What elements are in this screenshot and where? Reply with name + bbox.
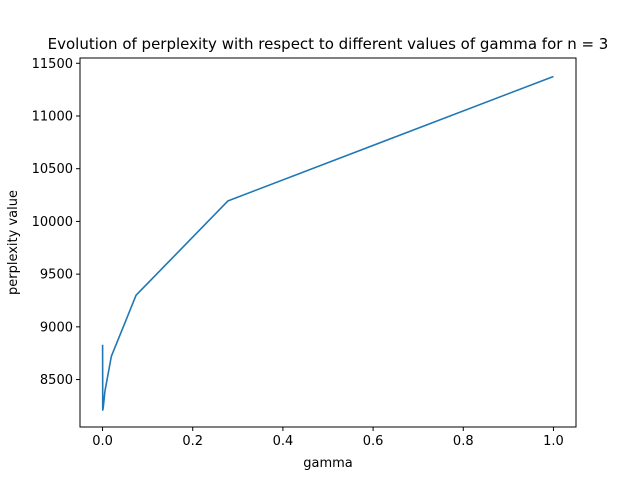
- y-tick-label: 9000: [40, 320, 73, 335]
- y-tick-label: 10000: [32, 215, 73, 230]
- x-tick-label: 0.2: [182, 434, 203, 449]
- y-tick-label: 11000: [32, 109, 73, 124]
- series-line: [101, 75, 554, 411]
- series-layer: [101, 75, 554, 411]
- plot-frame: [79, 57, 577, 428]
- y-tick-label: 9500: [40, 268, 73, 283]
- x-tick-label: 0.4: [273, 434, 294, 449]
- y-tick-label: 10500: [32, 162, 73, 177]
- y-tick-label: 11500: [32, 57, 73, 72]
- y-axis-ticks: 8500 9000 9500 10000 10500 11000 11500: [32, 57, 80, 388]
- x-axis-label: gamma: [303, 456, 353, 471]
- y-axis-label: perplexity value: [6, 190, 21, 295]
- x-axis-ticks: 0.0 0.2 0.4 0.6 0.8 1.0: [92, 427, 564, 449]
- x-tick-label: 0.6: [363, 434, 384, 449]
- x-tick-label: 0.8: [453, 434, 474, 449]
- x-tick-label: 0.0: [92, 434, 113, 449]
- chart-title: Evolution of perplexity with respect to …: [48, 35, 609, 53]
- y-tick-label: 8500: [40, 373, 73, 388]
- x-tick-label: 1.0: [543, 434, 564, 449]
